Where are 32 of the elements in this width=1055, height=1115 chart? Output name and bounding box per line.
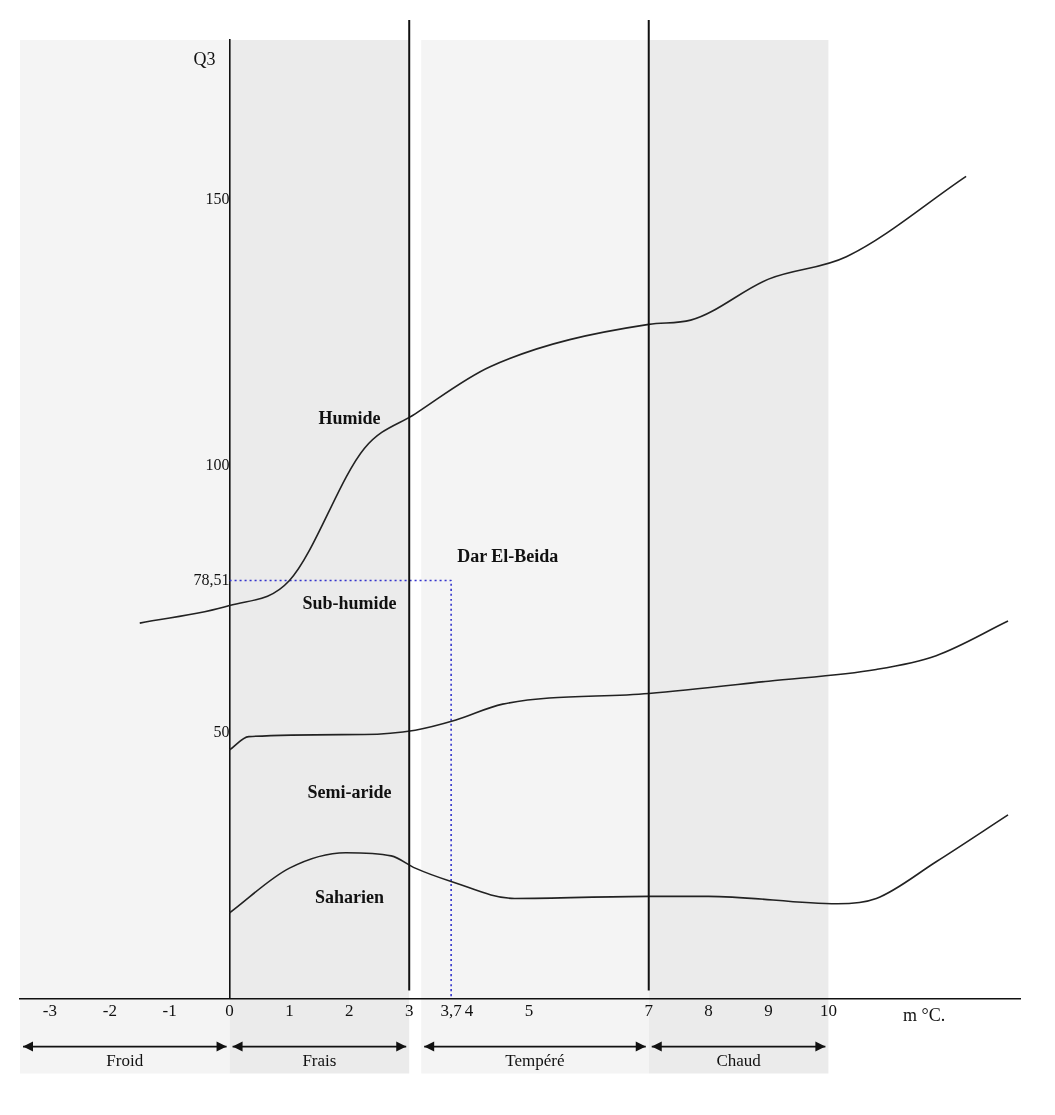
y-tick-label: 78,51 — [193, 570, 230, 588]
line-series — [228, 620, 1009, 751]
x-tick-label: 5 — [524, 1001, 534, 1021]
x-tick-label: 2 — [345, 1001, 354, 1021]
annotation: Semi-aride — [307, 782, 392, 803]
x-tick-label: -1 — [162, 1001, 177, 1021]
x-tick-label: 8 — [704, 1001, 713, 1021]
band-label: Frais — [302, 1050, 337, 1070]
annotation: Dar El-Beida — [457, 546, 559, 567]
x-axis-title: m °C. — [903, 1005, 946, 1026]
y-axis-title: Q3 — [193, 48, 216, 69]
x-tick-label: 9 — [764, 1001, 773, 1021]
x-tick-label: 4 — [464, 1001, 474, 1021]
annotation: Sub-humide — [302, 593, 397, 614]
x-tick-label: 3 — [404, 1001, 414, 1021]
x-tick-label: 1 — [285, 1001, 294, 1021]
band-label: Tempéré — [505, 1050, 565, 1070]
x-tick-label: -2 — [102, 1001, 117, 1021]
x-tick-label: -3 — [42, 1001, 58, 1021]
x-tick-label: 3,7 — [440, 1001, 463, 1021]
annotation: Humide — [318, 408, 381, 429]
y-tick-label: 50 — [213, 722, 230, 740]
x-tick-label: 10 — [819, 1001, 837, 1021]
band-label: Chaud — [716, 1050, 762, 1070]
line-series — [228, 814, 1009, 914]
line-series — [138, 175, 967, 624]
band-label: Froid — [106, 1050, 144, 1070]
y-tick-label: 150 — [205, 189, 230, 207]
x-tick-label: 7 — [644, 1001, 654, 1021]
x-tick-label: 0 — [225, 1001, 234, 1021]
annotation: Saharien — [315, 886, 385, 907]
y-tick-label: 100 — [205, 456, 230, 474]
